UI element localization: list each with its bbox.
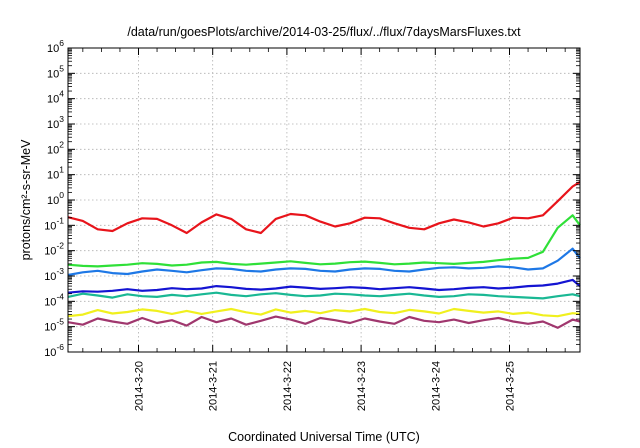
y-tick-label: 10-4 (44, 291, 64, 308)
grid-lines (68, 48, 580, 352)
series-line-1 (67, 180, 581, 235)
series-lines (67, 180, 581, 329)
y-tick-label: 10-1 (44, 215, 64, 232)
y-tick-label: 10-5 (44, 317, 64, 334)
series-line-4 (67, 278, 581, 294)
chart-title: /data/run/goesPlots/archive/2014-03-25/f… (127, 25, 521, 39)
y-tick-label: 10-6 (44, 342, 64, 359)
x-tick-label: 2014-3-24 (430, 361, 442, 411)
x-tick-label: 2014-3-22 (282, 361, 294, 411)
y-tick-label: 105 (47, 63, 64, 80)
series-line-5 (67, 291, 581, 300)
y-tick-label: 101 (47, 165, 64, 182)
x-axis-label: Coordinated Universal Time (UTC) (228, 430, 420, 444)
series-line-6 (67, 307, 581, 318)
series-line-3 (67, 247, 581, 277)
y-tick-label: 102 (47, 139, 64, 156)
series-line-2 (67, 214, 581, 268)
x-tick-label: 2014-3-21 (208, 361, 220, 411)
axis-ticks: 10-6 10-5 10-4 10-3 10-2 10-1 100 101 102 103 104 1… (44, 38, 580, 411)
y-tick-label: 103 (47, 114, 64, 131)
y-tick-label: 106 (47, 38, 64, 55)
y-axis-label: protons/cm²-s-sr-MeV (19, 139, 33, 261)
x-tick-label: 2014-3-25 (505, 361, 517, 411)
x-tick-label: 2014-3-20 (133, 361, 145, 411)
y-tick-label: 100 (47, 190, 64, 207)
y-tick-label: 10-3 (44, 266, 64, 283)
series-line-7 (67, 315, 581, 329)
y-tick-label: 10-2 (44, 241, 64, 258)
x-tick-label: 2014-3-23 (356, 361, 368, 411)
y-tick-label: 104 (47, 89, 64, 106)
